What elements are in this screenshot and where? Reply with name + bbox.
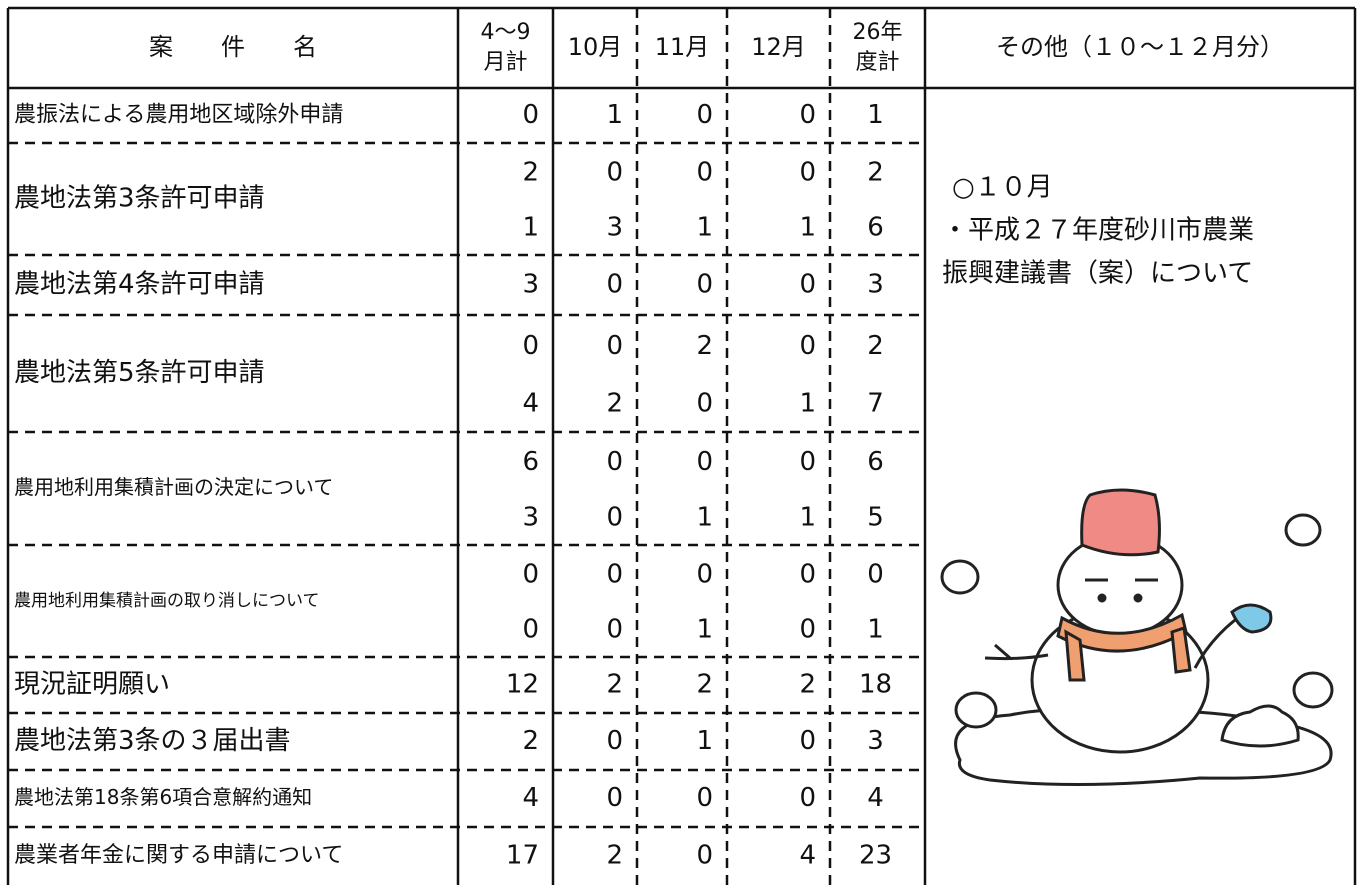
cell-value: 0 bbox=[606, 615, 623, 645]
cell-value: 0 bbox=[696, 560, 713, 590]
cell-value: 2 bbox=[867, 158, 884, 188]
row-name: 農地法第18条第6項合意解約通知 bbox=[14, 785, 312, 809]
column-header: その他（１０～１２月分） bbox=[996, 33, 1284, 61]
cell-value: 17 bbox=[506, 841, 539, 871]
cell-value: 2 bbox=[606, 670, 623, 700]
note-line: ○１０月 bbox=[952, 173, 1053, 203]
cell-value: 6 bbox=[522, 447, 539, 477]
cell-value: 3 bbox=[867, 270, 884, 300]
cell-value: 1 bbox=[696, 726, 713, 756]
cell-value: 0 bbox=[799, 560, 816, 590]
cell-value: 1 bbox=[522, 213, 539, 243]
cell-value: 2 bbox=[522, 158, 539, 188]
cell-value: 1 bbox=[696, 502, 713, 532]
cell-value: 0 bbox=[606, 502, 623, 532]
column-header: 月計 bbox=[483, 50, 527, 75]
row-name: 農地法第3条許可申請 bbox=[14, 184, 265, 214]
cell-value: 0 bbox=[606, 270, 623, 300]
column-header: 4～9 bbox=[481, 20, 531, 45]
row-name: 農地法第5条許可申請 bbox=[14, 358, 265, 388]
cell-value: 0 bbox=[606, 158, 623, 188]
cell-value: 0 bbox=[696, 447, 713, 477]
cell-value: 0 bbox=[799, 331, 816, 361]
cell-value: 0 bbox=[696, 270, 713, 300]
cell-value: 3 bbox=[606, 213, 623, 243]
row-name: 農用地利用集積計画の取り消しについて bbox=[14, 591, 320, 611]
cell-value: 2 bbox=[799, 670, 816, 700]
snowman bbox=[940, 488, 1334, 787]
cell-value: 23 bbox=[859, 841, 892, 871]
cell-value: 12 bbox=[506, 670, 539, 700]
cell-value: 2 bbox=[522, 726, 539, 756]
cell-value: 1 bbox=[799, 213, 816, 243]
cell-value: 0 bbox=[522, 100, 539, 130]
cell-value: 1 bbox=[606, 100, 623, 130]
cell-value: 0 bbox=[606, 726, 623, 756]
cell-value: 0 bbox=[799, 100, 816, 130]
cell-value: 2 bbox=[606, 388, 623, 418]
cell-value: 4 bbox=[799, 841, 816, 871]
cell-value: 0 bbox=[696, 158, 713, 188]
cell-value: 0 bbox=[696, 388, 713, 418]
cell-value: 0 bbox=[799, 615, 816, 645]
cell-value: 0 bbox=[696, 100, 713, 130]
cell-value: 3 bbox=[522, 502, 539, 532]
cell-value: 1 bbox=[867, 615, 884, 645]
cell-value: 4 bbox=[522, 783, 539, 813]
cell-value: 5 bbox=[867, 502, 884, 532]
cell-value: 0 bbox=[522, 331, 539, 361]
cell-value: 0 bbox=[799, 158, 816, 188]
column-header: 26年 bbox=[853, 20, 903, 45]
cell-value: 6 bbox=[867, 447, 884, 477]
cell-value: 1 bbox=[799, 502, 816, 532]
cell-value: 1 bbox=[696, 213, 713, 243]
cell-value: 0 bbox=[799, 783, 816, 813]
cell-value: 3 bbox=[867, 726, 884, 756]
cell-value: 0 bbox=[606, 783, 623, 813]
cell-value: 0 bbox=[696, 841, 713, 871]
row-name: 農用地利用集積計画の決定について bbox=[14, 475, 333, 499]
cell-value: 0 bbox=[606, 560, 623, 590]
note-line: 振興建議書（案）について bbox=[942, 259, 1253, 289]
cell-value: 18 bbox=[859, 670, 892, 700]
cell-value: 0 bbox=[799, 447, 816, 477]
cell-value: 2 bbox=[867, 331, 884, 361]
cell-value: 2 bbox=[606, 841, 623, 871]
row-name: 農振法による農用地区域除外申請 bbox=[14, 103, 343, 128]
cell-value: 7 bbox=[867, 388, 884, 418]
cell-value: 2 bbox=[696, 670, 713, 700]
cell-value: 0 bbox=[799, 270, 816, 300]
column-header: 10月 bbox=[568, 33, 623, 61]
cell-value: 2 bbox=[696, 331, 713, 361]
cell-value: 0 bbox=[799, 726, 816, 756]
cell-value: 0 bbox=[696, 783, 713, 813]
cell-value: 1 bbox=[696, 615, 713, 645]
row-name: 現況証明願い bbox=[14, 670, 170, 700]
column-header: 11月 bbox=[655, 33, 710, 61]
row-name: 農地法第4条許可申請 bbox=[14, 270, 265, 300]
cell-value: 6 bbox=[867, 213, 884, 243]
row-name: 農業者年金に関する申請について bbox=[14, 843, 343, 868]
note-line: ・平成２７年度砂川市農業 bbox=[942, 216, 1254, 246]
cell-value: 0 bbox=[867, 560, 884, 590]
column-header: 12月 bbox=[751, 33, 806, 61]
cell-value: 1 bbox=[867, 100, 884, 130]
column-header: 度計 bbox=[855, 50, 899, 75]
cell-value: 0 bbox=[606, 331, 623, 361]
cell-value: 3 bbox=[522, 270, 539, 300]
cell-value: 0 bbox=[522, 560, 539, 590]
column-header: 案 件 名 bbox=[149, 33, 317, 61]
cell-value: 4 bbox=[867, 783, 884, 813]
cell-value: 1 bbox=[799, 388, 816, 418]
cell-value: 0 bbox=[606, 447, 623, 477]
cell-value: 0 bbox=[522, 615, 539, 645]
cell-value: 4 bbox=[522, 388, 539, 418]
row-name: 農地法第3条の３届出書 bbox=[14, 726, 291, 756]
